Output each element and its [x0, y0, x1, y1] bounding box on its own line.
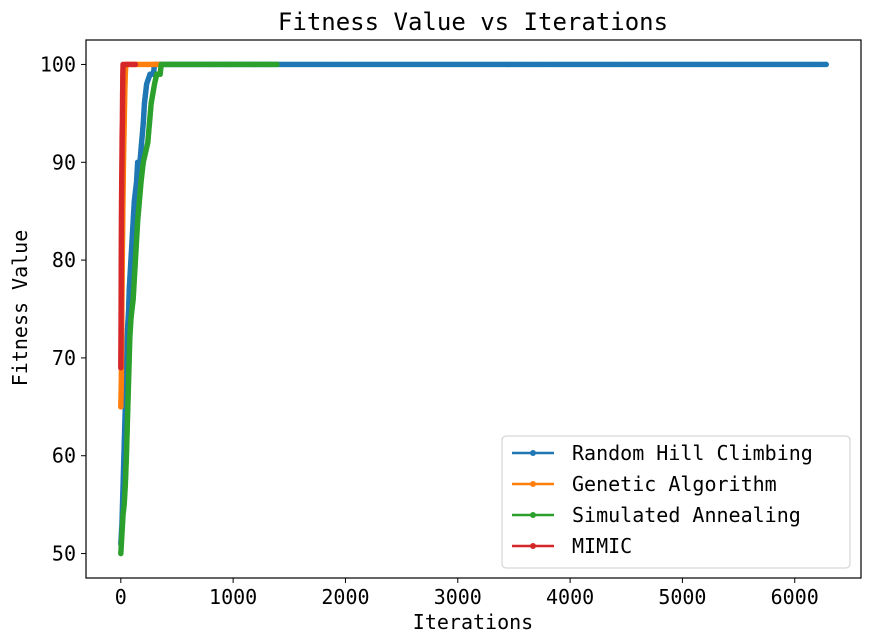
y-tick-label: 90 [52, 150, 76, 174]
x-axis-ticks: 0 1000 2000 3000 4000 5000 6000 [115, 578, 819, 609]
plot-frame [85, 39, 862, 579]
series-layer [118, 61, 829, 557]
y-axis-label: Fitness Value [8, 230, 32, 387]
data-point [823, 61, 829, 68]
legend-marker [530, 543, 536, 549]
x-tick-label: 0 [115, 585, 127, 609]
legend-marker [530, 450, 536, 456]
legend-label: Genetic Algorithm [572, 472, 777, 496]
legend-item: Genetic Algorithm [512, 472, 777, 496]
series-simulated-annealing [118, 61, 280, 557]
legend-box [501, 435, 851, 569]
legend: Random Hill Climbing Genetic Algorithm Sim… [501, 435, 851, 569]
legend-item: Simulated Annealing [512, 503, 801, 527]
y-tick-label: 80 [52, 248, 76, 272]
x-axis-label: Iterations [413, 610, 533, 634]
y-axis-ticks: 50 60 70 80 90 100 [40, 52, 86, 566]
plot-area [85, 39, 862, 579]
legend-item: Random Hill Climbing [512, 441, 813, 465]
x-tick-label: 5000 [658, 585, 706, 609]
legend-marker [530, 481, 536, 487]
legend-label: Simulated Annealing [572, 503, 801, 527]
x-tick-label: 4000 [546, 585, 594, 609]
legend-label: MIMIC [572, 534, 632, 558]
y-tick-label: 50 [52, 542, 76, 566]
x-tick-label: 2000 [321, 585, 369, 609]
data-point [132, 61, 139, 68]
legend-label: Random Hill Climbing [572, 441, 813, 465]
x-tick-label: 6000 [771, 585, 819, 609]
legend-item: MIMIC [512, 534, 632, 558]
y-tick-label: 60 [52, 444, 76, 468]
data-point [274, 61, 280, 68]
y-tick-label: 70 [52, 346, 76, 370]
x-tick-label: 3000 [434, 585, 482, 609]
series-mimic [118, 61, 139, 371]
chart-title: Fitness Value vs Iterations [278, 8, 668, 36]
y-tick-label: 100 [40, 52, 76, 76]
legend-marker [530, 512, 536, 518]
x-tick-label: 1000 [209, 585, 257, 609]
